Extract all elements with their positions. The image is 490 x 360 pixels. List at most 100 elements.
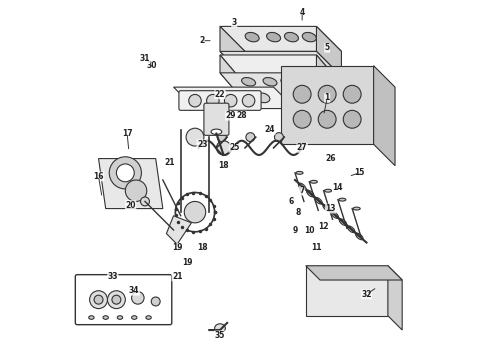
Polygon shape	[220, 51, 342, 76]
Ellipse shape	[146, 316, 151, 319]
Text: 18: 18	[218, 161, 229, 170]
Text: 24: 24	[265, 126, 275, 135]
Text: 9: 9	[293, 225, 297, 234]
Ellipse shape	[293, 111, 311, 128]
Text: 31: 31	[140, 54, 150, 63]
Ellipse shape	[89, 316, 94, 319]
Ellipse shape	[299, 77, 313, 86]
Ellipse shape	[343, 85, 361, 103]
Ellipse shape	[310, 180, 318, 183]
Ellipse shape	[281, 77, 295, 86]
Polygon shape	[306, 266, 388, 316]
Text: 17: 17	[122, 129, 132, 138]
Text: 20: 20	[125, 201, 136, 210]
Ellipse shape	[339, 219, 346, 225]
Text: 16: 16	[93, 172, 104, 181]
Polygon shape	[317, 26, 342, 76]
Text: 11: 11	[311, 243, 322, 252]
Ellipse shape	[217, 93, 231, 103]
Ellipse shape	[307, 190, 314, 197]
Text: 21: 21	[165, 158, 175, 167]
Ellipse shape	[243, 94, 255, 107]
Ellipse shape	[132, 292, 144, 304]
Polygon shape	[388, 266, 402, 330]
Ellipse shape	[207, 94, 219, 107]
Polygon shape	[220, 55, 338, 80]
Ellipse shape	[94, 295, 103, 304]
Polygon shape	[220, 26, 245, 76]
Text: 29: 29	[225, 111, 236, 120]
Text: 19: 19	[183, 258, 193, 267]
Polygon shape	[98, 158, 163, 208]
FancyBboxPatch shape	[204, 103, 229, 135]
Text: 2: 2	[199, 36, 205, 45]
Ellipse shape	[293, 85, 311, 103]
Ellipse shape	[186, 128, 204, 146]
Ellipse shape	[217, 141, 231, 155]
Polygon shape	[220, 73, 338, 98]
Ellipse shape	[117, 164, 134, 182]
Ellipse shape	[238, 93, 252, 103]
Text: 6: 6	[289, 197, 294, 206]
Text: 13: 13	[325, 204, 336, 213]
Ellipse shape	[218, 133, 226, 141]
Polygon shape	[373, 66, 395, 166]
Text: 18: 18	[197, 243, 207, 252]
Ellipse shape	[263, 77, 277, 86]
Ellipse shape	[284, 32, 298, 42]
Polygon shape	[173, 87, 295, 109]
Text: 22: 22	[215, 90, 225, 99]
Ellipse shape	[125, 180, 147, 202]
Text: 33: 33	[108, 272, 118, 281]
Ellipse shape	[298, 183, 306, 190]
Text: 14: 14	[333, 183, 343, 192]
Text: 10: 10	[304, 225, 315, 234]
Ellipse shape	[356, 233, 363, 240]
FancyBboxPatch shape	[179, 91, 261, 111]
Ellipse shape	[339, 198, 346, 201]
Ellipse shape	[318, 111, 336, 128]
Ellipse shape	[103, 316, 108, 319]
Ellipse shape	[211, 129, 222, 134]
Text: 25: 25	[229, 143, 240, 152]
Ellipse shape	[242, 77, 256, 86]
Ellipse shape	[215, 324, 225, 333]
Ellipse shape	[107, 291, 125, 309]
Text: 35: 35	[215, 331, 225, 340]
Polygon shape	[220, 26, 342, 51]
Text: 3: 3	[232, 18, 237, 27]
Text: 28: 28	[236, 111, 247, 120]
Ellipse shape	[224, 94, 237, 107]
Ellipse shape	[141, 197, 149, 206]
Ellipse shape	[296, 171, 303, 174]
Ellipse shape	[245, 32, 259, 42]
Text: 30: 30	[147, 61, 157, 70]
Text: 27: 27	[297, 143, 307, 152]
Ellipse shape	[189, 94, 201, 107]
Polygon shape	[306, 266, 402, 280]
Text: 8: 8	[296, 208, 301, 217]
Text: 7: 7	[299, 186, 305, 195]
Ellipse shape	[112, 295, 121, 304]
Ellipse shape	[323, 204, 330, 211]
Text: 5: 5	[324, 43, 330, 52]
Text: 1: 1	[324, 93, 330, 102]
Ellipse shape	[315, 197, 322, 204]
Text: 19: 19	[172, 243, 182, 252]
Ellipse shape	[343, 111, 361, 128]
Polygon shape	[317, 55, 338, 98]
Text: 23: 23	[197, 140, 207, 149]
Ellipse shape	[324, 189, 332, 192]
FancyBboxPatch shape	[75, 275, 172, 325]
Ellipse shape	[267, 32, 281, 42]
Text: 4: 4	[299, 8, 305, 17]
Ellipse shape	[151, 297, 160, 306]
Ellipse shape	[353, 207, 360, 210]
Text: 15: 15	[354, 168, 365, 177]
Polygon shape	[167, 216, 192, 244]
Ellipse shape	[274, 133, 283, 141]
Text: 26: 26	[325, 154, 336, 163]
Ellipse shape	[318, 85, 336, 103]
Polygon shape	[281, 66, 373, 144]
Text: 34: 34	[129, 286, 140, 295]
